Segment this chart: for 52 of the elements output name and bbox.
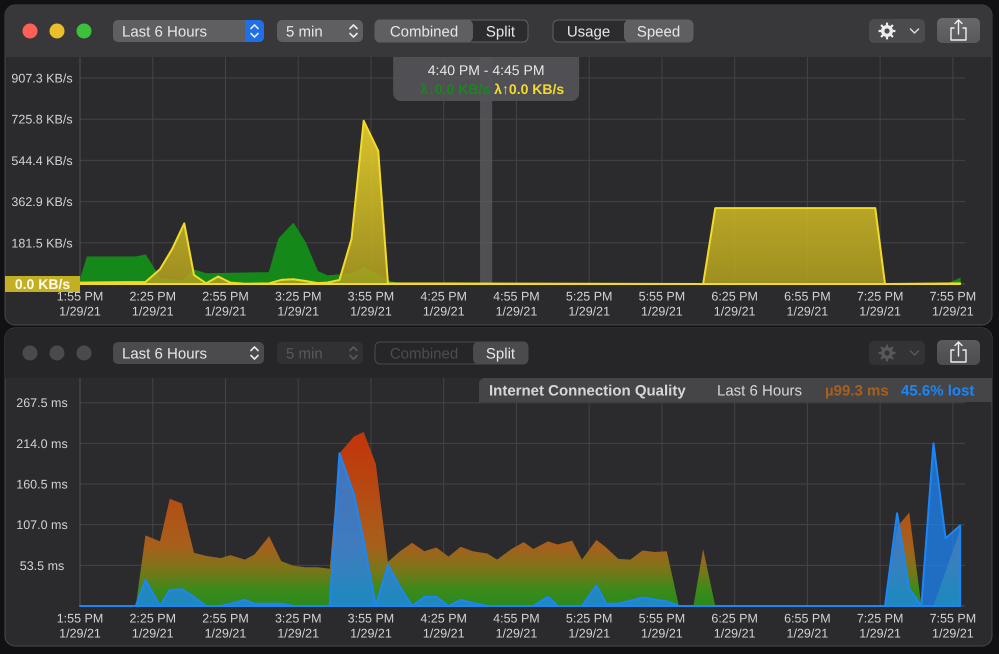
y-tick-label: 267.5 ms (16, 396, 68, 410)
y-tick-label: 362.9 KB/s (11, 195, 73, 210)
legend-label: 45.6% lost (901, 382, 974, 400)
x-tick-label: 4:25 PM 1/29/21 (420, 612, 467, 640)
x-tick-label: 3:55 PM 1/29/21 (348, 612, 394, 640)
x-tick-label: 6:55 PM 1/29/21 (784, 612, 831, 640)
y-tick-label: 214.0 ms (16, 436, 68, 451)
annotation: λ↓0.0 KB/s (420, 81, 490, 97)
y-tick-label: 725.8 KB/s (11, 112, 73, 127)
text: Usage (566, 23, 610, 40)
x-tick-label: 4:55 PM 1/29/21 (493, 290, 540, 318)
text: Last 6 Hours (122, 23, 208, 40)
y-tick-label: 181.5 KB/s (11, 236, 73, 250)
x-tick-label: 7:55 PM 1/29/21 (930, 290, 976, 318)
x-tick-label: 4:55 PM 1/29/21 (493, 612, 540, 640)
y-tick-label: 53.5 ms (20, 558, 64, 573)
text: Last 6 Hours (122, 345, 208, 362)
chart-subtitle: Last 6 Hours (717, 382, 802, 400)
annotation: λ↑0.0 KB/s (494, 81, 564, 97)
x-tick-label: 1:55 PM 1/29/21 (56, 612, 104, 640)
chart-title: Internet Connection Quality (489, 382, 686, 400)
x-tick-label: 7:55 PM 1/29/21 (930, 612, 976, 640)
text: Split (486, 345, 516, 362)
y-tick-label: 160.5 ms (16, 478, 68, 492)
y-tick-label: 107.0 ms (16, 518, 68, 532)
text: 5 min (286, 23, 323, 40)
text: Combined (390, 23, 458, 40)
x-tick-label: 3:25 PM 1/29/21 (274, 612, 322, 640)
x-tick-label: 6:55 PM 1/29/21 (784, 290, 831, 318)
x-tick-label: 2:55 PM 1/29/21 (202, 612, 249, 640)
x-tick-label: 4:25 PM 1/29/21 (420, 290, 467, 318)
x-tick-label: 7:25 PM 1/29/21 (856, 290, 904, 318)
y-tick-label: 0.0 KB/s (14, 276, 70, 292)
x-tick-label: 5:25 PM 1/29/21 (566, 290, 612, 318)
legend-label: µ99.3 ms (825, 382, 889, 400)
x-tick-label: 3:25 PM 1/29/21 (274, 290, 322, 318)
x-tick-label: 2:55 PM 1/29/21 (202, 290, 249, 318)
x-tick-label: 2:25 PM 1/29/21 (129, 612, 176, 640)
y-tick-label: 544.4 KB/s (11, 154, 73, 168)
x-tick-label: 7:25 PM 1/29/21 (856, 612, 904, 640)
x-tick-label: 5:55 PM 1/29/21 (638, 612, 686, 640)
y-tick-label: 907.3 KB/s (11, 72, 73, 86)
x-tick-label: 5:25 PM 1/29/21 (566, 612, 612, 640)
x-tick-label: 1:55 PM 1/29/21 (56, 290, 104, 318)
x-tick-label: 5:55 PM 1/29/21 (638, 290, 686, 318)
x-tick-label: 6:25 PM 1/29/21 (711, 290, 758, 318)
text: Speed (636, 23, 680, 40)
x-tick-label: 6:25 PM 1/29/21 (711, 612, 758, 640)
text: Split (486, 23, 516, 40)
x-tick-label: 2:25 PM 1/29/21 (129, 290, 176, 318)
x-tick-label: 3:55 PM 1/29/21 (348, 290, 394, 318)
band-label: 4:40 PM - 4:45 PM (428, 62, 544, 78)
